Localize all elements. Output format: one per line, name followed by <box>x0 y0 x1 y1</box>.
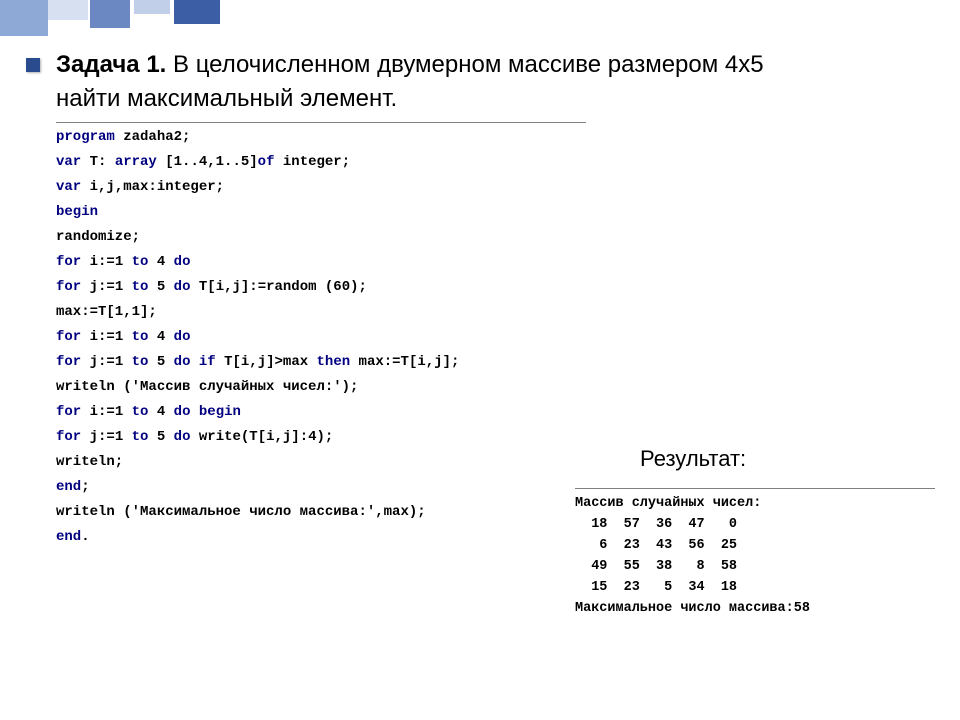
task-title: Задача 1. В целочисленном двумерном масс… <box>56 48 930 116</box>
code-line: for i:=1 to 4 do <box>56 250 586 275</box>
task-text-1: В целочисленном двумерном массиве размер… <box>166 51 763 78</box>
result-row: 6 23 43 56 25 <box>575 535 935 556</box>
code-line: begin <box>56 200 586 225</box>
result-output: Массив случайных чисел: 18 57 36 47 0 6 … <box>575 488 935 619</box>
code-line: program zadaha2; <box>56 125 586 150</box>
code-line: for j:=1 to 5 do if T[i,j]>max then max:… <box>56 350 586 375</box>
code-line: writeln ('Максимальное число массива:',m… <box>56 500 586 525</box>
code-line: var i,j,max:integer; <box>56 175 586 200</box>
slide-content: Задача 1. В целочисленном двумерном масс… <box>56 48 930 550</box>
code-line: for i:=1 to 4 do <box>56 325 586 350</box>
code-line: for i:=1 to 4 do begin <box>56 400 586 425</box>
decorative-header <box>0 0 960 36</box>
slide-bullet <box>26 58 40 72</box>
result-header: Массив случайных чисел: <box>575 493 935 514</box>
result-row: 15 23 5 34 18 <box>575 577 935 598</box>
code-line: for j:=1 to 5 do T[i,j]:=random (60); <box>56 275 586 300</box>
result-row: 18 57 36 47 0 <box>575 514 935 535</box>
deco-square <box>48 0 88 20</box>
code-line: randomize; <box>56 225 586 250</box>
code-line: end. <box>56 525 586 550</box>
code-line: var T: array [1..4,1..5]of integer; <box>56 150 586 175</box>
result-footer: Максимальное число массива:58 <box>575 598 935 619</box>
code-line: for j:=1 to 5 do write(T[i,j]:4); <box>56 425 586 450</box>
code-listing: program zadaha2;var T: array [1..4,1..5]… <box>56 125 586 550</box>
task-text-2: найти максимальный элемент. <box>56 85 397 112</box>
code-line: writeln; <box>56 450 586 475</box>
result-label: Результат: <box>640 446 746 472</box>
deco-square <box>90 0 130 28</box>
code-divider <box>56 122 586 123</box>
deco-square <box>174 0 220 24</box>
code-line: end; <box>56 475 586 500</box>
task-label: Задача 1. <box>56 51 166 78</box>
code-line: writeln ('Массив случайных чисел:'); <box>56 375 586 400</box>
code-line: max:=T[1,1]; <box>56 300 586 325</box>
deco-square <box>134 0 170 14</box>
deco-square <box>0 0 48 36</box>
result-row: 49 55 38 8 58 <box>575 556 935 577</box>
